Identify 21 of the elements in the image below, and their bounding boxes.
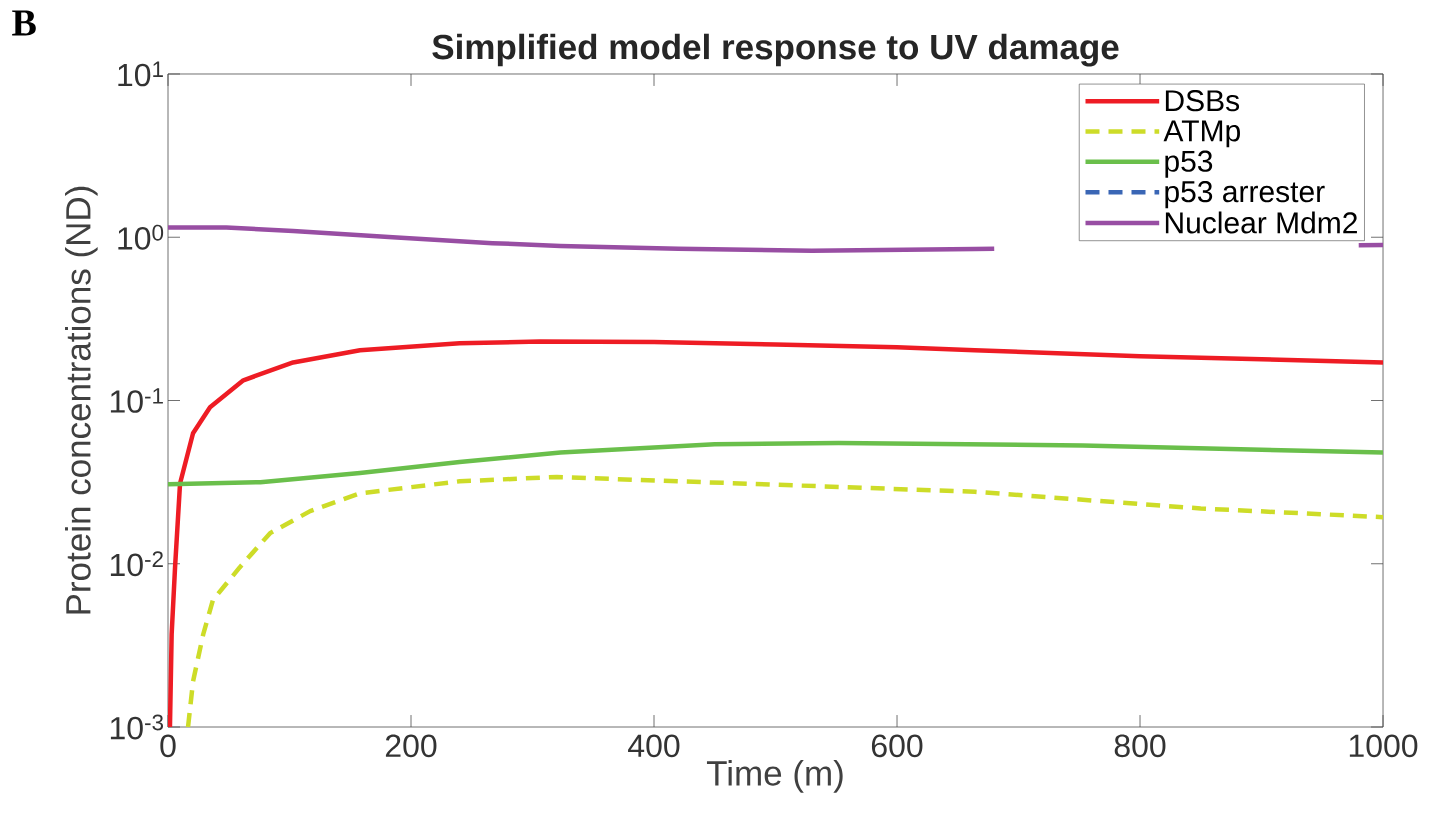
- y-axis-title: Protein concentrations (ND): [65, 186, 98, 614]
- x-tick-label: 400: [628, 734, 680, 758]
- chart-title: Simplified model response to UV damage: [432, 33, 1119, 67]
- legend-label: p53: [1165, 150, 1213, 178]
- x-tick-label: 200: [385, 734, 437, 758]
- text: B: [12, 10, 36, 36]
- legend-label: Nuclear Mdm2: [1165, 211, 1357, 234]
- legend-label: ATMp: [1163, 120, 1240, 148]
- legend-label: p53 arrester: [1165, 181, 1325, 209]
- x-axis-title: Time (m): [706, 760, 843, 793]
- legend-label: DSBs: [1165, 90, 1240, 112]
- x-tick-label: 600: [871, 734, 923, 758]
- y-tick-label: 10$^{-1}$: [110, 388, 163, 413]
- line-series: [185, 474, 1384, 727]
- y-tick-label: 10$^{0}$: [118, 224, 164, 250]
- y-tick-label: 10$^{1}$: [118, 61, 163, 87]
- line-series: [168, 440, 1384, 487]
- line-series: [168, 339, 1384, 727]
- x-tick-label: 800: [1114, 734, 1166, 758]
- x-tick-label: 1000: [1349, 734, 1418, 758]
- y-tick-label: 10$^{-2}$: [110, 551, 163, 577]
